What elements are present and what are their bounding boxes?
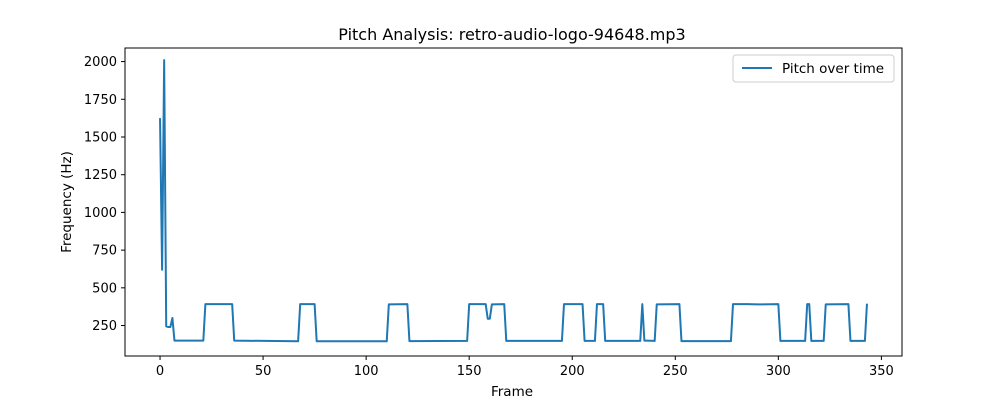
chart-legend: Pitch over time bbox=[732, 54, 895, 83]
x-tick-label: 300 bbox=[766, 364, 791, 379]
x-tick-label: 50 bbox=[255, 364, 272, 379]
chart-title: Pitch Analysis: retro-audio-logo-94648.m… bbox=[338, 25, 685, 44]
legend-label: Pitch over time bbox=[782, 61, 884, 77]
y-tick-label: 1500 bbox=[84, 130, 117, 145]
y-tick-label: 2000 bbox=[84, 55, 117, 70]
y-tick-label: 750 bbox=[92, 244, 117, 259]
y-axis: 250 500 750 1000 1250 1500 1750 2000 bbox=[84, 55, 125, 334]
x-axis: 0 50 100 150 200 250 300 350 bbox=[156, 356, 894, 379]
x-axis-label: Frame bbox=[491, 384, 533, 400]
y-axis-label: Frequency (Hz) bbox=[59, 151, 75, 253]
x-tick-label: 100 bbox=[354, 364, 379, 379]
y-tick-label: 1750 bbox=[84, 93, 117, 108]
x-tick-label: 350 bbox=[869, 364, 894, 379]
x-tick-label: 150 bbox=[457, 364, 482, 379]
x-tick-label: 0 bbox=[156, 364, 164, 379]
plot-area-frame bbox=[124, 47, 903, 357]
y-tick-label: 1250 bbox=[84, 168, 117, 183]
x-tick-label: 250 bbox=[663, 364, 688, 379]
legend-box bbox=[732, 54, 895, 83]
series-line-pitch-over-time bbox=[159, 59, 868, 343]
series-layer bbox=[159, 59, 868, 343]
y-tick-label: 500 bbox=[92, 281, 117, 296]
y-tick-label: 1000 bbox=[84, 206, 117, 221]
x-tick-label: 200 bbox=[560, 364, 585, 379]
y-tick-label: 250 bbox=[92, 319, 117, 334]
